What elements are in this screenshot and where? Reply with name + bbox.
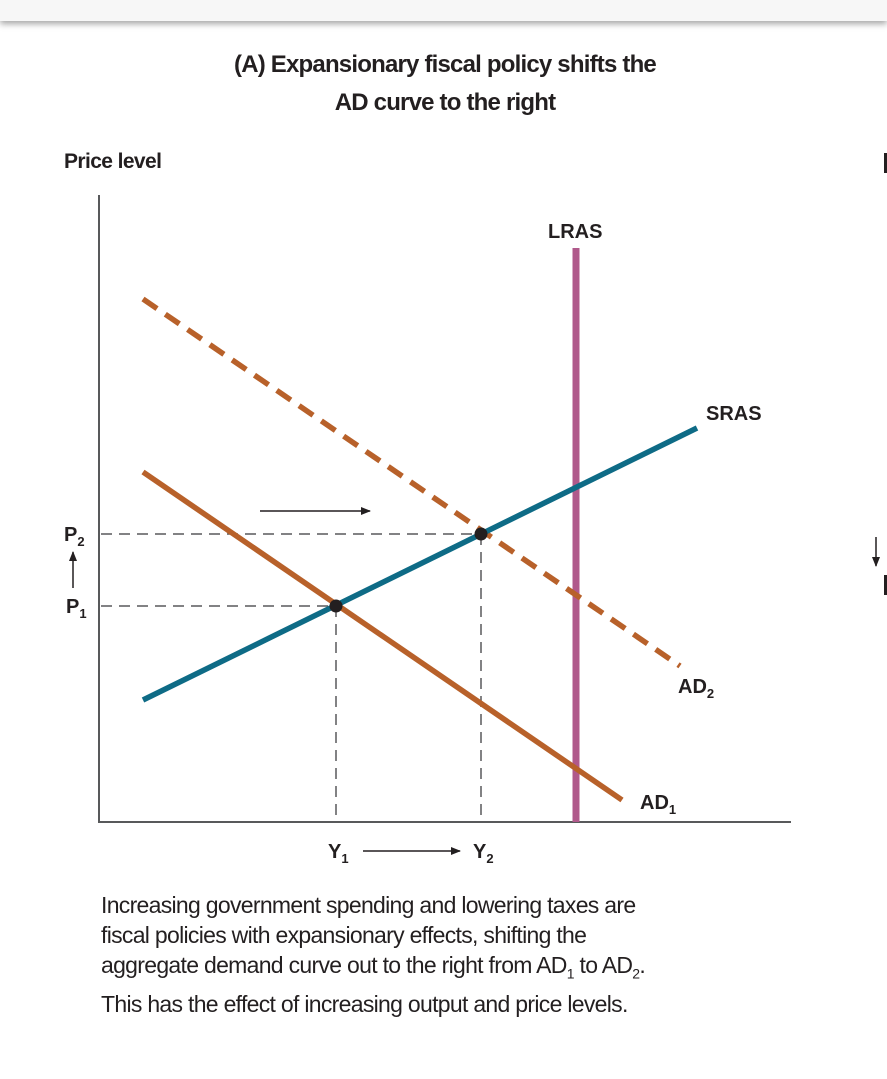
caption-line-4: This has the effect of increasing output…: [101, 990, 628, 1017]
y1-label: Y1: [328, 841, 349, 866]
ad1-line: [141, 469, 624, 803]
equilibrium-point-1: [329, 599, 343, 613]
equilibrium-point-2: [474, 527, 488, 541]
ad2-line: [141, 296, 682, 669]
y2-label: Y2: [473, 841, 494, 866]
top-bar: [0, 0, 887, 21]
adjacent-panel-fragment-2: [884, 575, 887, 595]
diagram-title: (A) Expansionary fiscal policy shifts th…: [150, 46, 740, 122]
y-axis-label: Price level: [64, 150, 162, 173]
sras-label: SRAS: [706, 403, 762, 425]
p2-label: P2: [64, 524, 85, 549]
p1-label: P1: [66, 596, 87, 621]
caption-line-1: Increasing government spending and lower…: [101, 892, 636, 918]
title-line-1: (A) Expansionary fiscal policy shifts th…: [234, 51, 657, 78]
ad1-label: AD1: [640, 792, 676, 817]
caption-line-3: aggregate demand curve out to the right …: [101, 952, 646, 982]
caption: Increasing government spending and lower…: [101, 890, 801, 1019]
adjacent-panel-fragment: [884, 153, 887, 173]
lras-label: LRAS: [548, 221, 602, 243]
title-line-2: AD curve to the right: [334, 89, 556, 116]
ad2-label: AD2: [678, 676, 714, 701]
sras-line: [141, 425, 699, 703]
caption-line-2: fiscal policies with expansionary effect…: [101, 922, 587, 948]
